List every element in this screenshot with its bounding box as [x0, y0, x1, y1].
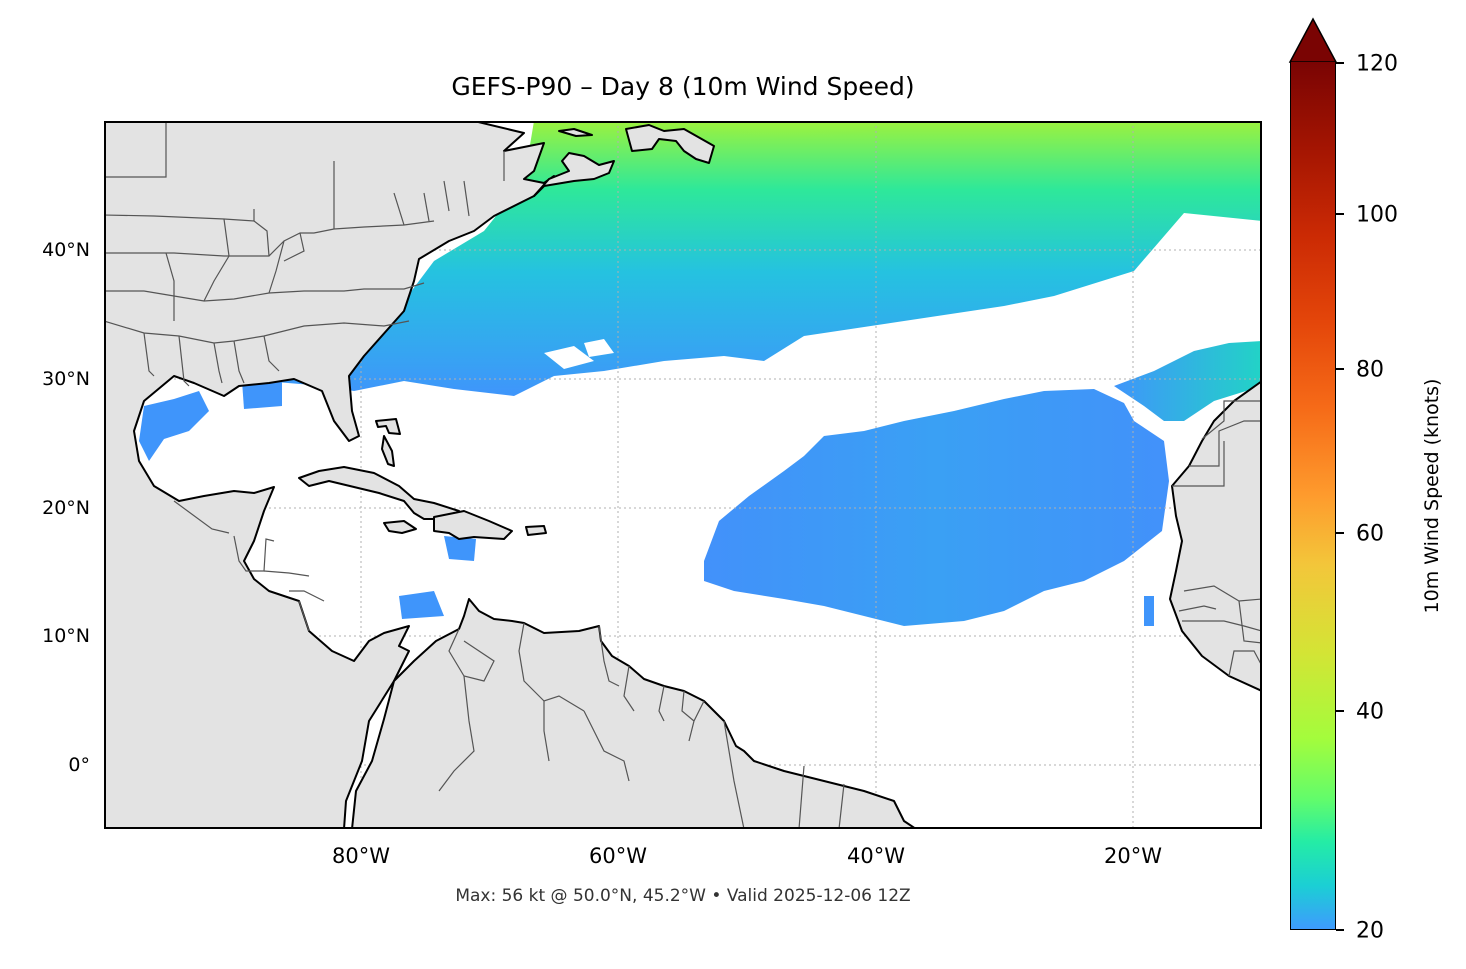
- colorbar-label-60: 60: [1356, 521, 1384, 547]
- map-plot-area[interactable]: [104, 121, 1262, 829]
- colorbar-tick: [1336, 929, 1344, 931]
- y-tick-10n: 10°N: [42, 625, 90, 647]
- colorbar-tick: [1336, 710, 1344, 712]
- x-tick-20w: 20°W: [1104, 844, 1162, 868]
- colorbar-label-100: 100: [1356, 202, 1398, 228]
- colorbar-label-20: 20: [1356, 918, 1384, 944]
- colorbar-tick: [1336, 532, 1344, 534]
- x-tick-80w: 80°W: [332, 844, 390, 868]
- wind-field-tropical-belt: [704, 341, 1260, 626]
- chart-title: GEFS-P90 – Day 8 (10m Wind Speed): [451, 72, 915, 101]
- y-tick-equator: 0°: [68, 754, 90, 776]
- max-valid-footer: Max: 56 kt @ 50.0°N, 45.2°W • Valid 2025…: [455, 886, 911, 906]
- y-tick-40n: 40°N: [42, 239, 90, 261]
- land: [106, 123, 1260, 827]
- colorbar-extend-arrow-icon: [1288, 17, 1338, 63]
- colorbar: [1290, 62, 1336, 930]
- colorbar-tick: [1336, 62, 1344, 64]
- x-tick-60w: 60°W: [589, 844, 647, 868]
- borders: [106, 123, 1260, 827]
- y-tick-20n: 20°N: [42, 497, 90, 519]
- colorbar-tick: [1336, 213, 1344, 215]
- y-tick-30n: 30°N: [42, 368, 90, 390]
- colorbar-label-120: 120: [1356, 51, 1398, 77]
- colorbar-title: 10m Wind Speed (knots): [1421, 378, 1443, 614]
- x-tick-40w: 40°W: [847, 844, 905, 868]
- colorbar-label-80: 80: [1356, 357, 1384, 383]
- colorbar-label-40: 40: [1356, 699, 1384, 725]
- colorbar-tick: [1336, 368, 1344, 370]
- map-canvas: [106, 123, 1260, 827]
